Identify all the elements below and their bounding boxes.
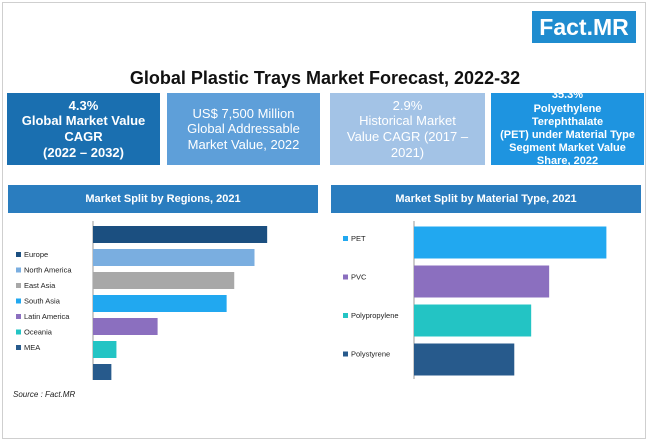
legend-label: Latin America [24,312,70,321]
regions-chart-title: Market Split by Regions, 2021 [8,185,318,213]
legend-label: Polypropylene [351,311,399,320]
kpi-card-historical-cagr: 2.9% Historical Market Value CAGR (2017 … [330,93,485,165]
bar-north-america [93,249,255,266]
figure-frame [2,2,646,439]
kpi-text: Global Addressable [187,121,300,137]
factmr-logo: Fact .MR [532,11,636,43]
kpi-text: 2021) [390,144,425,160]
kpi-text: Global Market Value [21,113,146,129]
kpi-text: Value CAGR (2017 – [346,129,469,144]
kpi-text: Polyethylene Terephthalate [531,102,604,128]
legend-label: Polystyrene [351,350,390,359]
source-note: Source : Fact.MR [13,390,76,399]
kpi-card-cagr: 4.3% Global Market Value CAGR (2022 – 20… [7,93,160,165]
legend-label: Oceania [24,328,53,337]
kpi-text: Share, 2022 [536,155,599,168]
legend-swatch [16,298,21,304]
bar-oceania [93,341,117,358]
page-title: Global Plastic Trays Market Forecast, 20… [129,68,521,88]
legend-label: PET [351,234,366,243]
legend-swatch [16,267,21,273]
legend-label: PVC [351,273,367,282]
kpi-text: CAGR [64,129,103,144]
legend-label: South Asia [24,297,61,306]
kpi-text: (2022 – 2032) [43,144,124,160]
kpi-text: Historical Market [359,113,456,129]
bar-europe [93,226,268,243]
bar-south-asia [93,295,227,312]
kpi-value: 2.9% [392,97,423,113]
kpi-text: Segment Market Value [509,142,626,155]
bar-latin-america [93,318,158,335]
material-bar-chart: PET PVC Polypropylene Polystyrene [343,221,607,379]
legend-swatch [343,351,348,357]
logo-suffix: .MR [586,13,629,40]
legend-swatch [343,313,348,318]
legend-swatch [343,274,348,280]
regions-bar-chart: Europe North America East Asia South Asia La… [16,221,268,380]
bar-east-asia [93,272,235,289]
kpi-text: (PET) under Material Type [500,129,635,141]
kpi-card-market-value: US$ 7,500 Million Global Addressable Mar… [167,93,320,165]
legend-label: North America [24,266,72,275]
kpi-card-pet-share: 35.3% Polyethylene Terephthalate (PET) u… [491,89,644,168]
bar-pvc [414,265,550,298]
kpi-value: US$ 7,500 Million [192,105,295,121]
legend-label: East Asia [24,281,56,290]
bar-pet [414,226,607,259]
bar-mea [93,364,112,380]
legend-swatch [16,329,21,335]
material-chart-title: Market Split by Material Type, 2021 [331,185,641,213]
legend-swatch [16,345,21,350]
bar-polypropylene [414,304,532,337]
legend-swatch [343,236,348,241]
legend-swatch [16,283,21,288]
legend-swatch [16,252,21,257]
logo-text: Fact [539,13,587,40]
legend-label: Europe [24,250,48,259]
kpi-value: 35.3% [551,89,584,102]
legend-label: MEA [24,343,40,352]
kpi-value: 4.3% [68,97,99,113]
kpi-text: Market Value, 2022 [187,136,300,152]
legend-swatch [16,314,21,319]
bar-polystyrene [414,343,515,376]
